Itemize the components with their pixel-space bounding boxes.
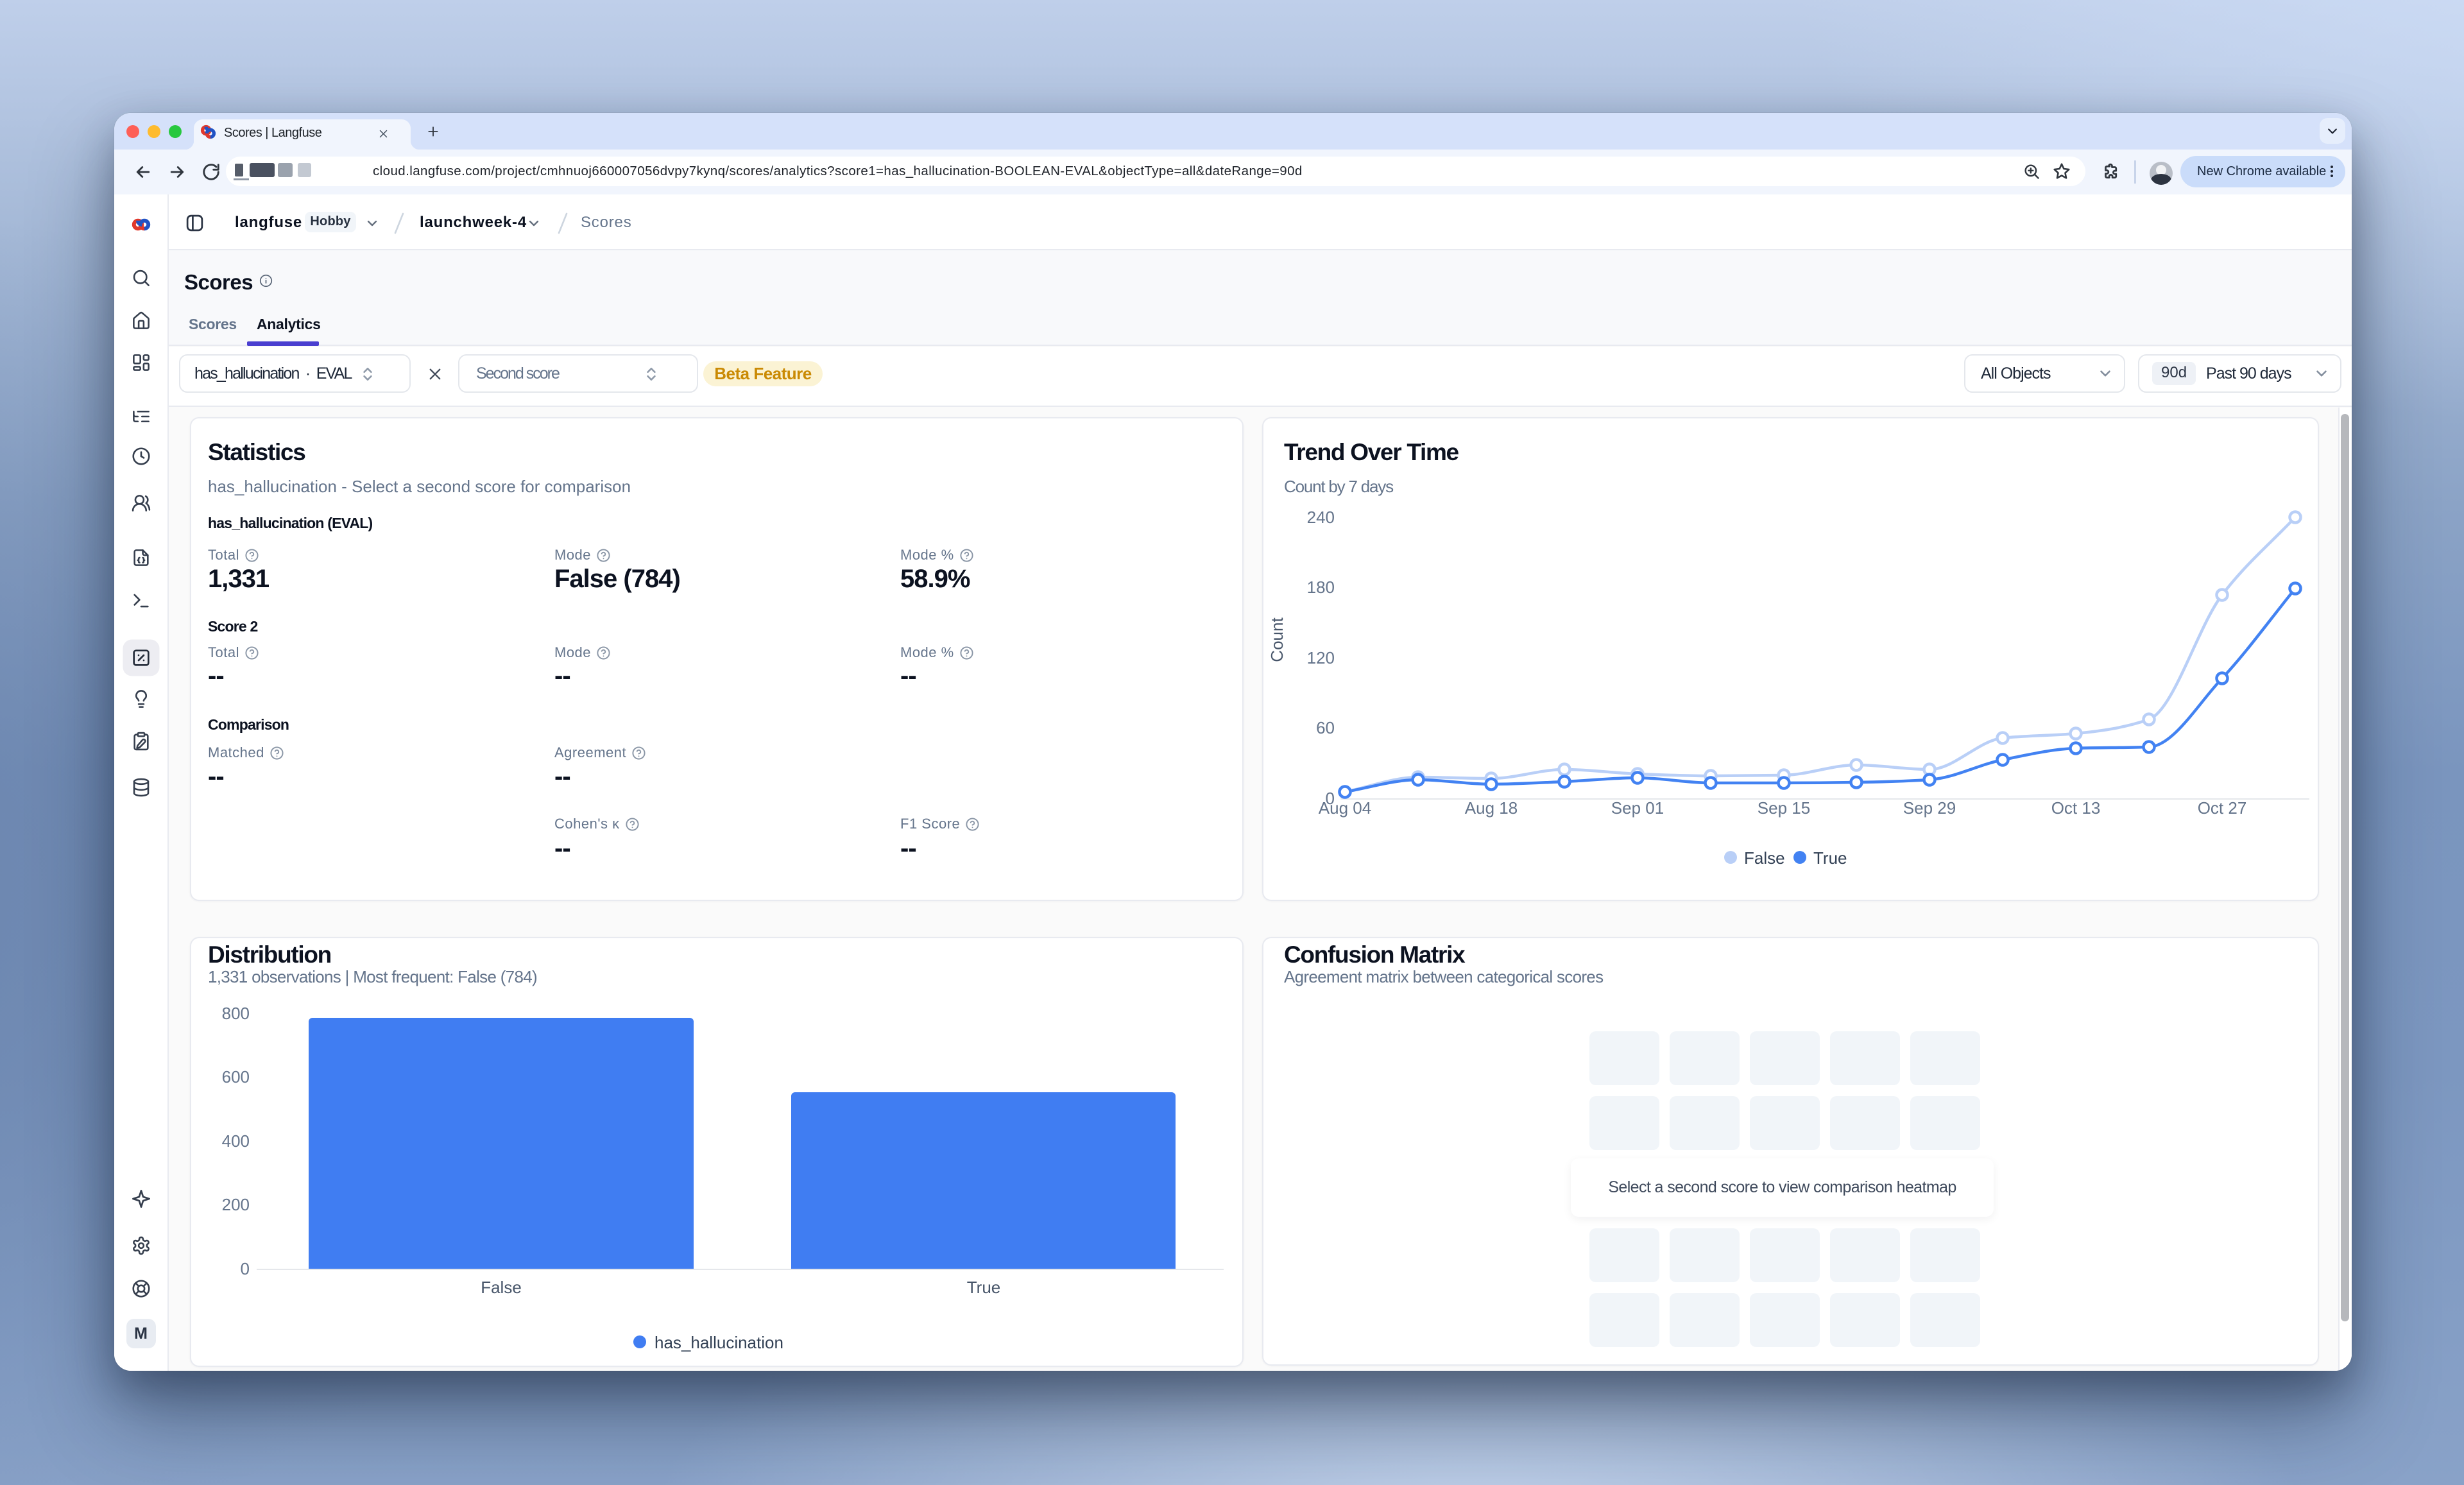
svg-text:0: 0	[241, 1259, 250, 1278]
svg-text:Sep 29: Sep 29	[1903, 798, 1956, 818]
svg-text:240: 240	[1307, 508, 1335, 527]
svg-text:Sep 01: Sep 01	[1611, 798, 1664, 818]
svg-text:180: 180	[1307, 578, 1335, 597]
svg-text:120: 120	[1307, 648, 1335, 667]
svg-text:Count: Count	[1267, 617, 1287, 662]
svg-text:0: 0	[1326, 789, 1335, 808]
svg-text:200: 200	[222, 1195, 250, 1214]
svg-text:False: False	[1744, 848, 1785, 868]
svg-text:True: True	[967, 1278, 1001, 1297]
svg-text:600: 600	[222, 1067, 250, 1086]
svg-text:60: 60	[1316, 718, 1335, 737]
svg-text:True: True	[1813, 848, 1847, 868]
svg-text:800: 800	[222, 1004, 250, 1023]
svg-text:Aug 18: Aug 18	[1465, 798, 1518, 818]
svg-text:False: False	[481, 1278, 522, 1297]
svg-text:Aug 04: Aug 04	[1319, 798, 1371, 818]
svg-text:Oct 13: Oct 13	[2051, 798, 2101, 818]
svg-text:Sep 15: Sep 15	[1758, 798, 1810, 818]
svg-text:has_hallucination: has_hallucination	[654, 1333, 783, 1352]
svg-text:400: 400	[222, 1131, 250, 1151]
svg-text:Oct 27: Oct 27	[2198, 798, 2247, 818]
